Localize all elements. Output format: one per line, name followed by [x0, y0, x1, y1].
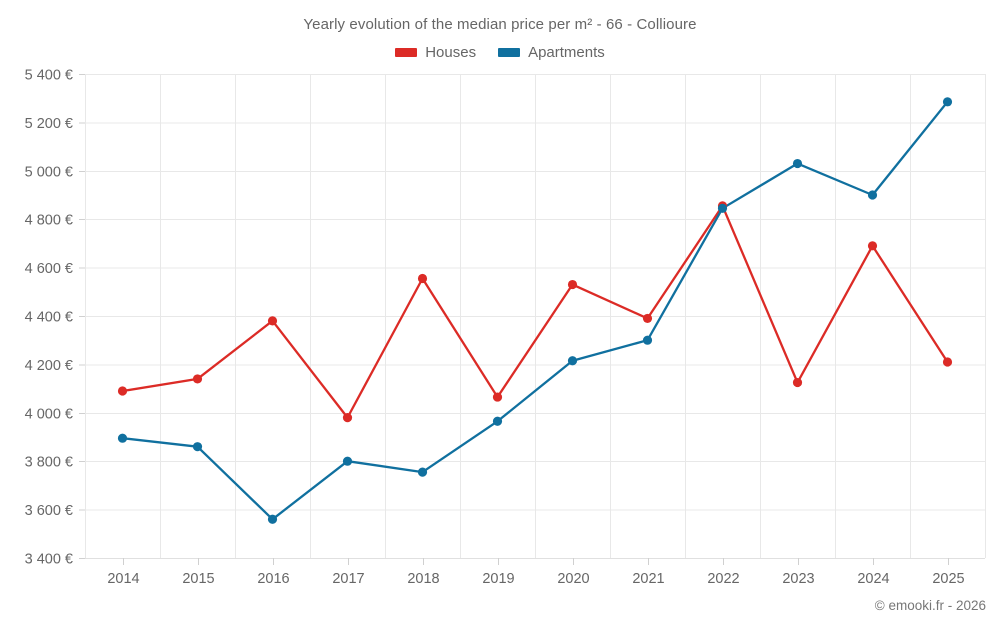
data-point[interactable] [867, 190, 878, 200]
data-point[interactable] [492, 416, 503, 426]
chart-legend: Houses Apartments [0, 44, 1000, 61]
data-point[interactable] [192, 442, 203, 452]
data-point[interactable] [717, 203, 728, 213]
data-point[interactable] [642, 313, 653, 324]
x-axis-label: 2021 [632, 571, 664, 587]
x-axis-label: 2015 [182, 571, 214, 587]
legend-item-houses[interactable]: Houses [395, 44, 476, 61]
x-axis-label: 2024 [857, 571, 889, 587]
y-axis-label: 4 000 € [25, 406, 73, 422]
data-point[interactable] [792, 377, 803, 388]
x-axis-label: 2014 [107, 571, 139, 587]
data-point[interactable] [267, 514, 278, 524]
y-axis-label: 3 400 € [25, 552, 73, 568]
data-point[interactable] [642, 335, 653, 345]
series-line-apartments [121, 100, 949, 521]
x-axis-label: 2017 [332, 571, 364, 587]
data-point[interactable] [417, 467, 428, 477]
data-point[interactable] [867, 241, 878, 251]
x-axis-label: 2016 [257, 571, 289, 587]
data-point[interactable] [942, 97, 953, 107]
y-axis-label: 5 400 € [25, 68, 73, 84]
legend-swatch-houses [395, 48, 418, 57]
y-axis-label: 4 400 € [25, 310, 73, 326]
data-point[interactable] [267, 316, 278, 326]
data-point[interactable] [117, 433, 128, 443]
series-line-houses [121, 204, 949, 419]
y-axis-label: 5 200 € [25, 116, 73, 132]
legend-label-apartments: Apartments [528, 44, 605, 61]
data-point[interactable] [417, 273, 428, 284]
y-axis-label: 4 600 € [25, 261, 73, 277]
x-axis-label: 2025 [932, 571, 964, 587]
data-point[interactable] [792, 158, 803, 169]
data-point[interactable] [342, 413, 353, 423]
data-point[interactable] [342, 456, 353, 466]
legend-swatch-apartments [498, 48, 521, 57]
y-axis-label: 5 000 € [25, 164, 73, 180]
y-axis-label: 4 200 € [25, 358, 73, 374]
legend-item-apartments[interactable]: Apartments [498, 44, 605, 61]
x-axis-label: 2018 [407, 571, 439, 587]
data-point[interactable] [117, 386, 128, 396]
y-axis-label: 3 600 € [25, 503, 73, 519]
x-axis-label: 2023 [782, 571, 814, 587]
x-axis-label: 2019 [482, 571, 514, 587]
y-axis-label: 4 800 € [25, 213, 73, 229]
data-point[interactable] [942, 357, 953, 367]
data-point[interactable] [492, 392, 503, 402]
legend-label-houses: Houses [425, 44, 477, 61]
credit-text: © emooki.fr - 2026 [874, 598, 986, 613]
data-point[interactable] [567, 279, 578, 290]
data-point[interactable] [192, 374, 203, 384]
x-axis-label: 2020 [557, 571, 589, 587]
data-point[interactable] [567, 356, 578, 366]
y-axis-label: 3 800 € [25, 455, 73, 471]
chart-title: Yearly evolution of the median price per… [303, 16, 697, 33]
x-axis-label: 2022 [707, 571, 739, 587]
